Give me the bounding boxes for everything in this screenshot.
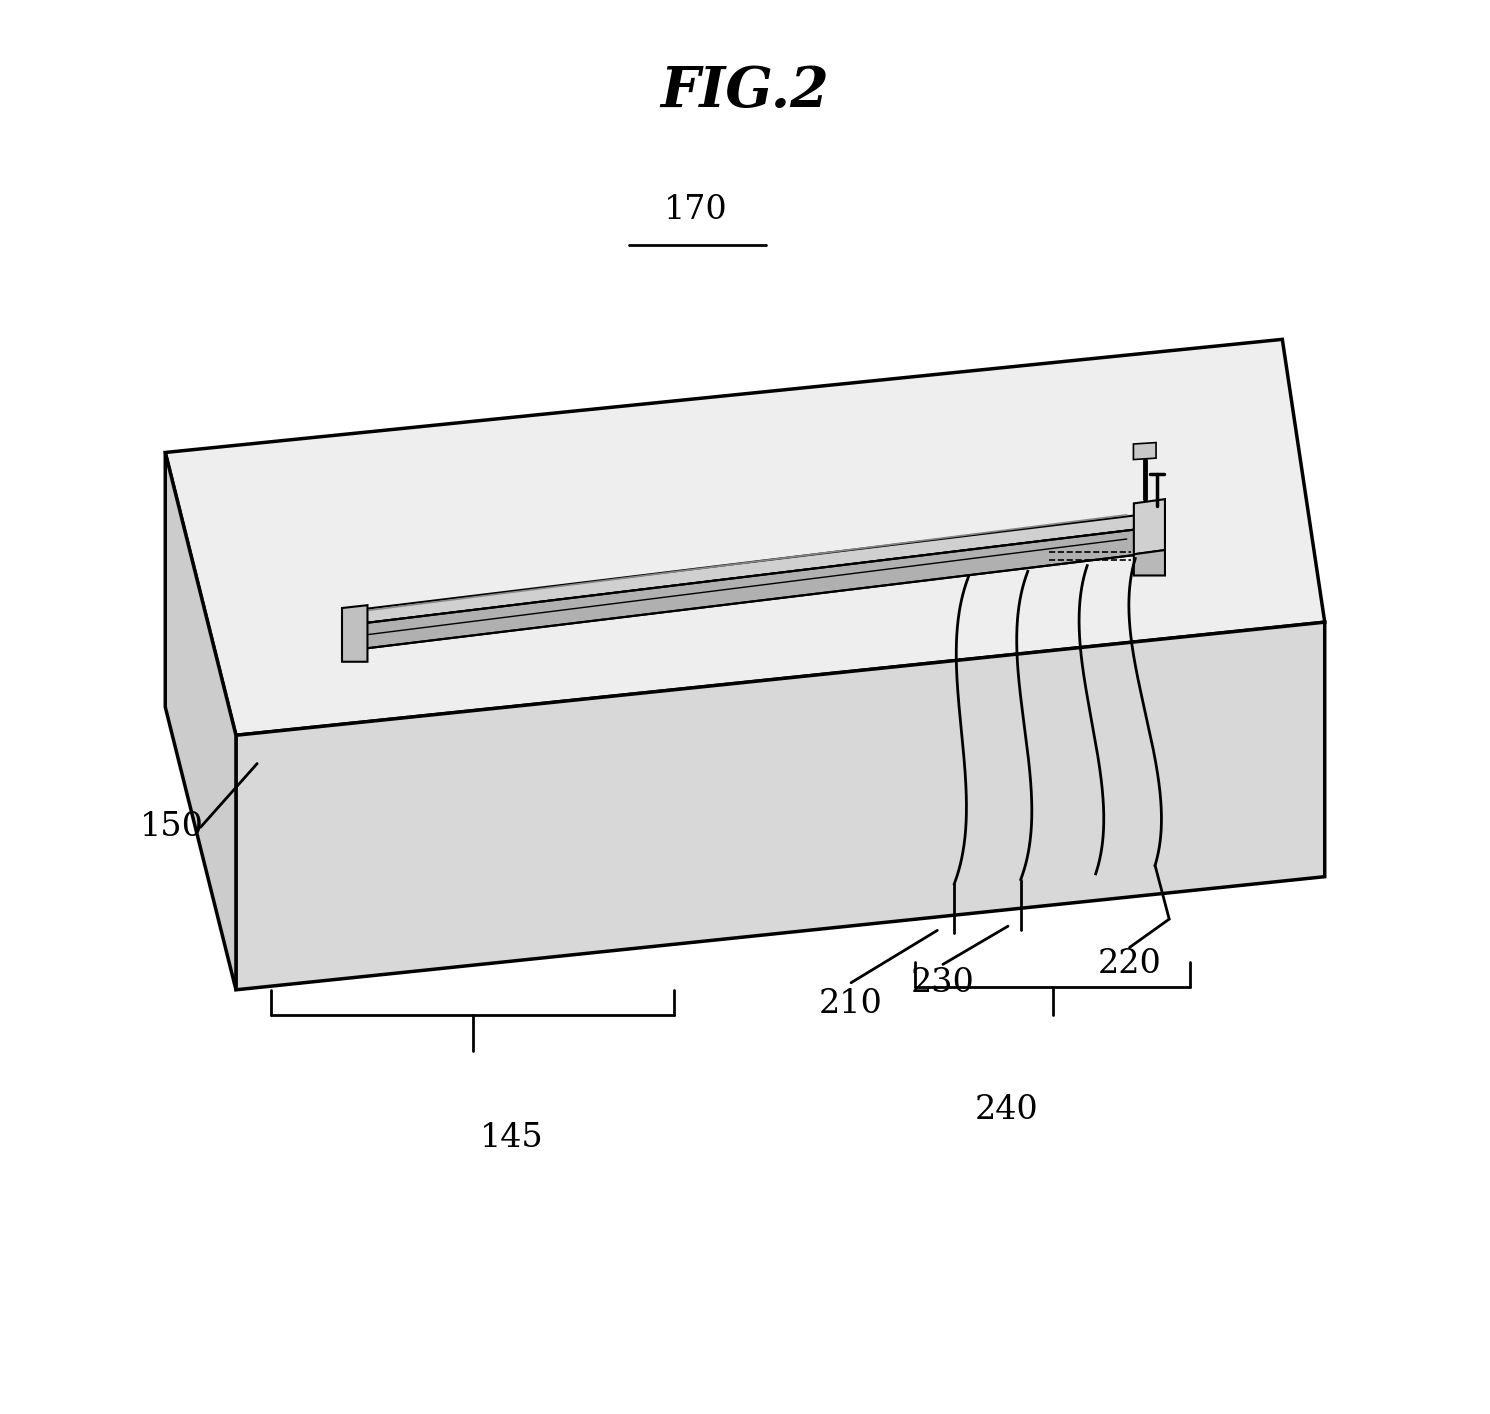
Polygon shape <box>343 605 368 662</box>
Polygon shape <box>235 622 1325 990</box>
Polygon shape <box>165 339 1325 735</box>
Text: 240: 240 <box>974 1094 1039 1126</box>
Polygon shape <box>349 515 1141 625</box>
Text: 230: 230 <box>910 967 974 998</box>
Text: 210: 210 <box>820 988 884 1019</box>
Polygon shape <box>1134 550 1165 575</box>
Polygon shape <box>165 452 235 990</box>
Text: FIG.2: FIG.2 <box>660 65 830 119</box>
Text: 150: 150 <box>140 812 204 843</box>
Polygon shape <box>1134 443 1156 460</box>
Polygon shape <box>349 529 1141 650</box>
Text: 170: 170 <box>663 194 727 226</box>
Text: 145: 145 <box>480 1123 544 1154</box>
Text: 220: 220 <box>1098 949 1162 980</box>
Polygon shape <box>1134 499 1165 554</box>
